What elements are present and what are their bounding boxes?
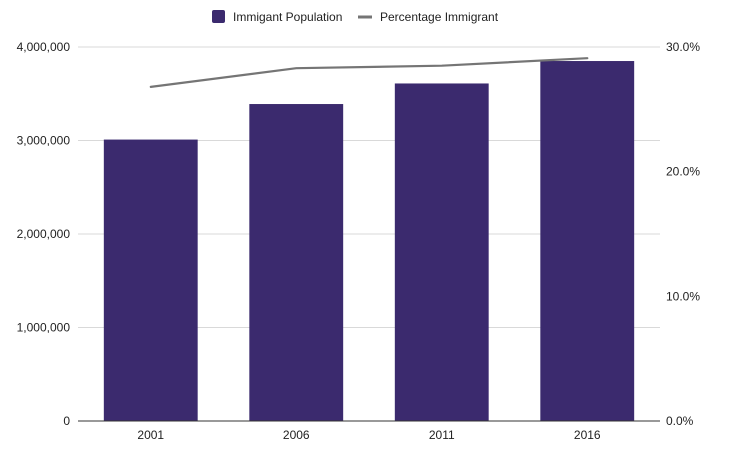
y-left-tick-label: 3,000,000	[17, 134, 71, 148]
y-right-tick-label: 10.0%	[666, 289, 700, 303]
legend-label-bar: Immigant Population	[233, 10, 342, 24]
x-tick-label: 2006	[283, 428, 310, 442]
y-right-tick-label: 30.0%	[666, 40, 700, 54]
y-left-tick-label: 2,000,000	[17, 227, 71, 241]
legend: Immigant Population Percentage Immigrant	[212, 10, 499, 24]
x-tick-label: 2001	[137, 428, 164, 442]
line-percentage-immigrant	[151, 58, 588, 87]
bar-2006	[249, 104, 343, 421]
bar-2016	[540, 61, 634, 421]
y-left-tick-label: 4,000,000	[17, 40, 71, 54]
y-right-tick-label: 20.0%	[666, 165, 700, 179]
legend-label-line: Percentage Immigrant	[380, 10, 499, 24]
y-right-tick-label: 0.0%	[666, 414, 694, 428]
line-series	[151, 58, 588, 87]
y-left-tick-label: 0	[63, 414, 70, 428]
bar-series	[104, 61, 634, 421]
y-left-tick-label: 1,000,000	[17, 321, 71, 335]
x-tick-label: 2011	[429, 428, 455, 442]
x-tick-label: 2016	[574, 428, 601, 442]
bar-2011	[395, 83, 489, 421]
bar-2001	[104, 140, 198, 421]
legend-swatch-bar	[212, 10, 225, 23]
